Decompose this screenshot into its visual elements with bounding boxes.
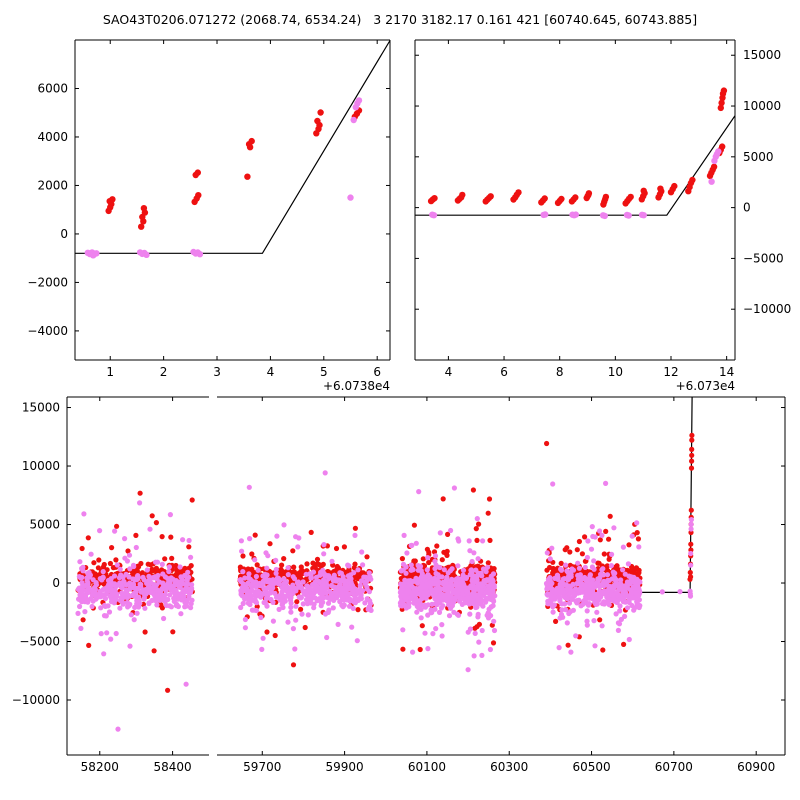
svg-text:59900: 59900: [326, 760, 364, 774]
svg-text:8: 8: [556, 365, 564, 379]
svg-text:60900: 60900: [737, 760, 775, 774]
svg-text:5000: 5000: [743, 150, 774, 164]
plot-area-full-timeseries-panel1: [237, 397, 695, 673]
subplot-full-timeseries-panel1: 59700 59900 60100 60300 60500 60700 60900: [217, 396, 786, 774]
svg-text:6: 6: [373, 365, 381, 379]
svg-text:4000: 4000: [37, 130, 68, 144]
svg-text:+6.0738e4: +6.0738e4: [323, 379, 390, 393]
svg-text:59700: 59700: [243, 760, 281, 774]
figure-title: SAO43T0206.071272 (2068.74, 6534.24) 3 2…: [102, 12, 698, 27]
svg-text:−10000: −10000: [743, 302, 791, 316]
svg-text:3: 3: [213, 365, 221, 379]
svg-text:−4000: −4000: [27, 324, 68, 338]
svg-text:4: 4: [445, 365, 453, 379]
svg-text:60100: 60100: [408, 760, 446, 774]
svg-text:60500: 60500: [572, 760, 610, 774]
svg-text:−5000: −5000: [19, 635, 60, 649]
svg-text:0: 0: [60, 227, 68, 241]
svg-text:6000: 6000: [37, 81, 68, 95]
svg-text:10: 10: [608, 365, 623, 379]
svg-text:−2000: −2000: [27, 275, 68, 289]
svg-text:60300: 60300: [490, 760, 528, 774]
svg-text:10000: 10000: [22, 459, 60, 473]
svg-text:15000: 15000: [743, 48, 781, 62]
svg-text:12: 12: [663, 365, 678, 379]
svg-text:+6.073e4: +6.073e4: [676, 379, 735, 393]
svg-text:0: 0: [743, 201, 751, 215]
svg-text:58400: 58400: [153, 760, 191, 774]
subplot-full-timeseries-panel0: 58200 58400 −10000 −5000 0 5000 10000 15000: [12, 396, 209, 774]
svg-text:5: 5: [320, 365, 328, 379]
svg-text:15000: 15000: [22, 401, 60, 415]
svg-text:−10000: −10000: [12, 693, 60, 707]
plot-area-zoom-wide: [415, 87, 735, 220]
svg-text:5000: 5000: [29, 518, 60, 532]
svg-text:2: 2: [160, 365, 168, 379]
subplot-zoom-recent: 1 2 3 4 5 6 −4000 −2000 0 2000 4000 6000 +6.0738e4: [27, 39, 391, 393]
svg-text:60700: 60700: [655, 760, 693, 774]
svg-text:6: 6: [500, 365, 508, 379]
svg-text:0: 0: [52, 576, 60, 590]
plot-area-zoom-recent: [75, 40, 390, 259]
svg-text:−5000: −5000: [743, 251, 784, 265]
plot-area-full-timeseries-panel0: [75, 490, 195, 732]
svg-text:1: 1: [106, 365, 114, 379]
svg-text:10000: 10000: [743, 99, 781, 113]
subplot-zoom-wide: 4 6 8 10 12 14 −10000 −5000 0 5000 10000 15000 +6.07…: [414, 39, 791, 393]
svg-text:14: 14: [719, 365, 734, 379]
svg-text:58200: 58200: [81, 760, 119, 774]
svg-text:2000: 2000: [37, 178, 68, 192]
svg-text:4: 4: [267, 365, 275, 379]
